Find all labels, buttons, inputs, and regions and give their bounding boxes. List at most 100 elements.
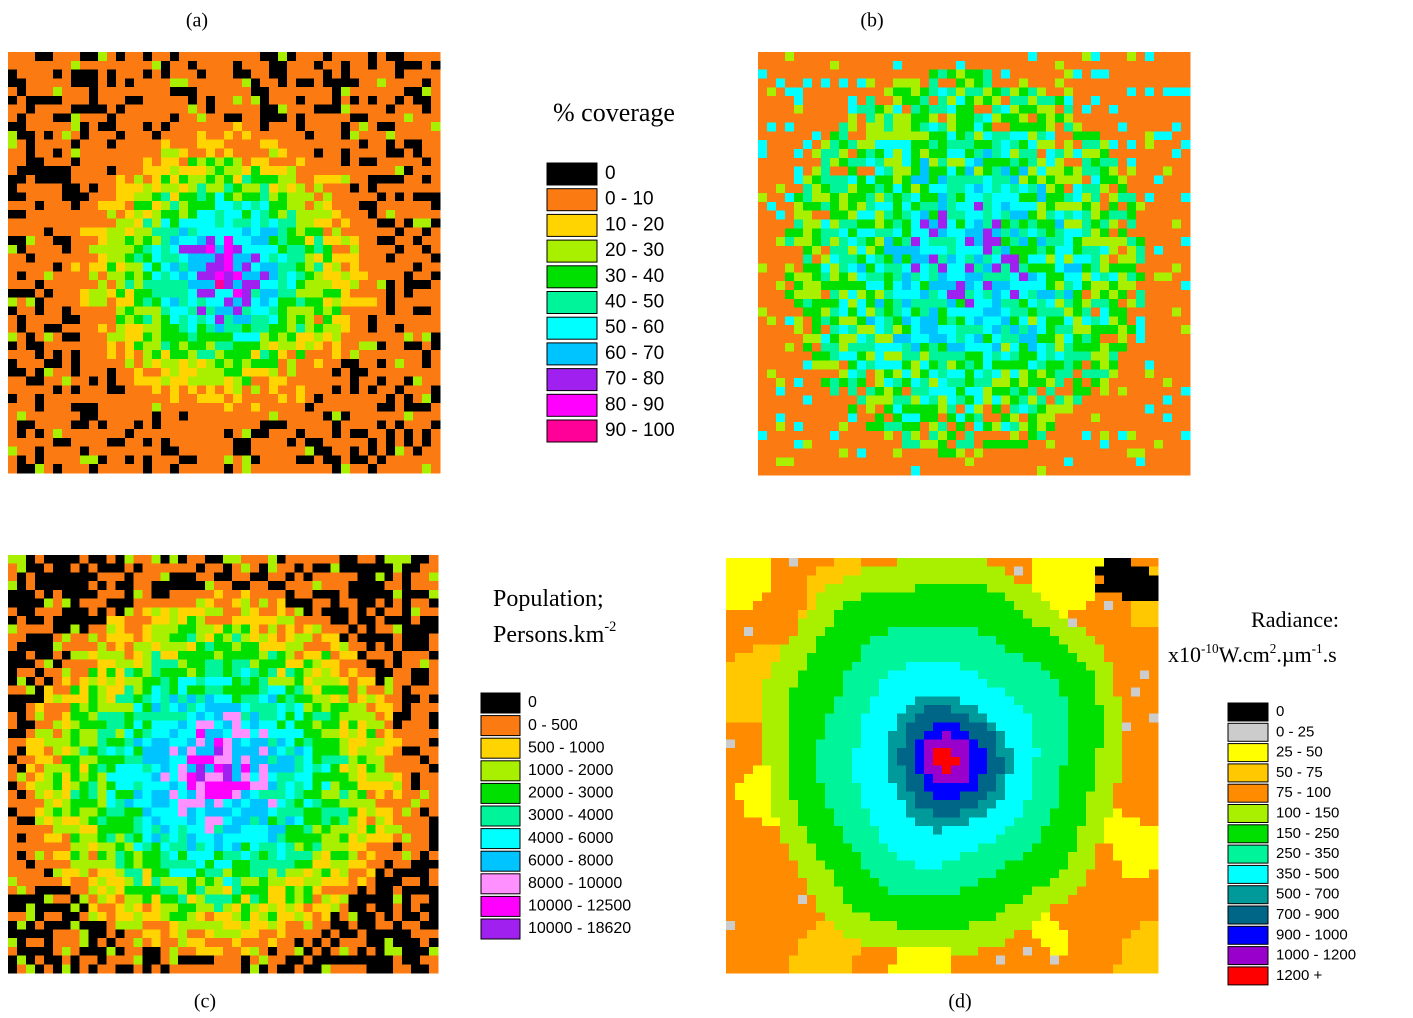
map-cell <box>116 131 126 140</box>
map-cell <box>1028 440 1038 449</box>
map-cell <box>1091 255 1101 264</box>
map-cell <box>125 298 135 307</box>
map-cell <box>89 263 99 272</box>
map-cell <box>803 431 813 440</box>
map-cell <box>920 211 930 220</box>
map-cell <box>929 440 939 449</box>
map-cell <box>1145 413 1155 422</box>
map-cell <box>431 341 441 350</box>
map-cell <box>368 131 378 140</box>
map-cell <box>866 413 876 422</box>
map-cell <box>251 341 261 350</box>
map-cell <box>1019 96 1029 105</box>
map-cell <box>107 166 117 175</box>
map-cell <box>268 555 277 564</box>
map-cell <box>1127 272 1137 281</box>
map-cell <box>1145 422 1155 431</box>
map-cell <box>107 140 117 149</box>
map-cell <box>920 105 930 114</box>
map-cell <box>839 387 849 396</box>
map-cell <box>1109 237 1119 246</box>
map-cell <box>341 315 351 324</box>
map-cell <box>1172 466 1182 475</box>
map-cell <box>206 131 216 140</box>
map-cell <box>277 590 286 599</box>
map-cell <box>287 350 297 359</box>
map-cell <box>332 245 342 254</box>
map-cell <box>812 290 822 299</box>
map-cell <box>116 350 126 359</box>
map-cell <box>323 306 333 315</box>
map-cell <box>848 431 858 440</box>
map-cell <box>71 61 81 70</box>
map-cell <box>1172 123 1182 132</box>
map-cell <box>107 280 117 289</box>
map-cell <box>332 140 342 149</box>
map-cell <box>35 315 45 324</box>
map-cell <box>26 87 36 96</box>
map-cell <box>71 263 81 272</box>
map-cell <box>332 377 342 386</box>
map-cell <box>152 227 162 236</box>
map-cell <box>26 394 36 403</box>
map-cell <box>197 438 207 447</box>
map-cell <box>125 157 135 166</box>
map-cell <box>956 237 966 246</box>
map-cell <box>134 324 144 333</box>
map-cell <box>350 429 360 438</box>
map-cell <box>974 449 984 458</box>
map-cell <box>938 431 948 440</box>
map-cell <box>170 289 180 298</box>
map-cell <box>422 455 432 464</box>
map-cell <box>251 438 261 447</box>
map-cell <box>1172 422 1182 431</box>
map-cell <box>974 369 984 378</box>
map-cell <box>893 184 903 193</box>
map-cell <box>794 413 804 422</box>
map-cell <box>938 140 948 149</box>
map-cell <box>341 78 351 87</box>
map-cell <box>152 122 162 131</box>
map-cell <box>767 343 777 352</box>
map-cell <box>1118 405 1128 414</box>
map-cell <box>413 219 423 228</box>
map-cell <box>377 210 387 219</box>
map-cell <box>386 280 396 289</box>
map-cell <box>305 420 315 429</box>
map-cell <box>1109 158 1119 167</box>
map-cell <box>188 166 198 175</box>
map-cell <box>386 324 396 333</box>
map-cell <box>1181 387 1191 396</box>
map-cell <box>1181 52 1191 61</box>
map-cell <box>1037 290 1047 299</box>
map-cell <box>71 271 81 280</box>
map-cell <box>296 438 306 447</box>
map-cell <box>1100 78 1110 87</box>
map-cell <box>821 316 831 325</box>
map-cell <box>866 78 876 87</box>
map-cell <box>384 616 393 625</box>
map-cell <box>161 105 171 114</box>
map-cell <box>206 359 216 368</box>
map-cell <box>196 555 205 564</box>
map-cell <box>71 572 80 581</box>
map-cell <box>170 70 180 79</box>
map-cell <box>71 412 81 421</box>
map-cell <box>80 464 90 473</box>
map-cell <box>1127 325 1137 334</box>
map-cell <box>269 455 279 464</box>
map-cell <box>1001 202 1011 211</box>
map-cell <box>1172 360 1182 369</box>
map-cell <box>404 464 414 473</box>
map-cell <box>80 377 90 386</box>
map-cell <box>242 368 252 377</box>
map-cell <box>893 422 903 431</box>
map-cell <box>224 271 234 280</box>
map-cell <box>422 403 432 412</box>
map-cell <box>359 210 369 219</box>
map-cell <box>812 123 822 132</box>
map-cell <box>893 237 903 246</box>
map-cell <box>920 299 930 308</box>
map-cell <box>260 245 270 254</box>
map-cell <box>992 360 1002 369</box>
